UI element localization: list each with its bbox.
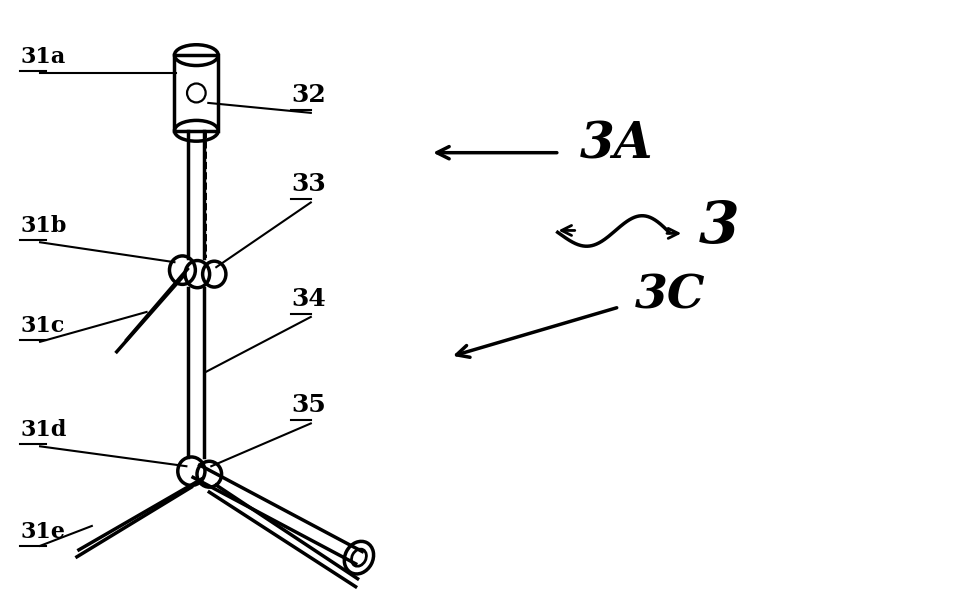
Text: 3: 3 [699, 199, 739, 256]
Text: 3C: 3C [634, 272, 705, 318]
Text: 32: 32 [291, 83, 325, 107]
Text: 31d: 31d [20, 420, 66, 441]
Text: 31b: 31b [20, 216, 66, 237]
Text: 33: 33 [291, 173, 325, 196]
Text: 31c: 31c [20, 315, 64, 337]
Text: 31a: 31a [20, 46, 65, 68]
Text: 34: 34 [291, 287, 325, 311]
Text: 3A: 3A [580, 120, 654, 169]
Text: 35: 35 [291, 394, 325, 417]
Text: 31e: 31e [20, 521, 65, 543]
